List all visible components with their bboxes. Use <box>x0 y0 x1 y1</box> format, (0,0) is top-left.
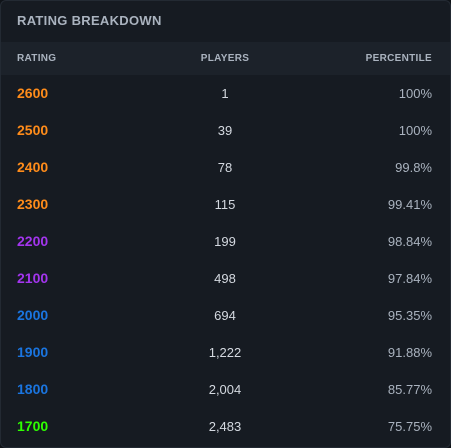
players-cell: 1 <box>221 86 229 101</box>
panel-title: RATING BREAKDOWN <box>17 13 162 28</box>
rating-cell: 1800 <box>17 381 49 397</box>
rating-cell: 2600 <box>17 85 49 101</box>
percentile-cell: 100% <box>398 123 432 138</box>
rating-cell: 1900 <box>17 344 49 360</box>
rating-cell: 2000 <box>17 307 49 323</box>
rating-cell: 2400 <box>17 159 49 175</box>
percentile-cell: 95.35% <box>387 308 432 323</box>
players-cell: 1,222 <box>208 345 242 360</box>
players-cell: 199 <box>214 234 236 249</box>
players-cell: 39 <box>217 123 233 138</box>
players-cell: 2,483 <box>208 419 242 434</box>
column-header: PLAYERS <box>200 53 250 64</box>
rating-cell: 1700 <box>17 418 49 434</box>
players-cell: 78 <box>217 160 233 175</box>
table-row: 2200 199 98.84% <box>1 223 450 260</box>
percentile-cell: 97.84% <box>387 271 432 286</box>
players-cell: 115 <box>214 197 236 212</box>
table-row: 2400 78 99.8% <box>1 149 450 186</box>
percentile-cell: 75.75% <box>387 419 432 434</box>
table-row: 2100 498 97.84% <box>1 260 450 297</box>
percentile-cell: 98.84% <box>387 234 432 249</box>
table-row: 2300 115 99.41% <box>1 186 450 223</box>
table-row: 1700 2,483 75.75% <box>1 408 450 445</box>
table-row: 1900 1,222 91.88% <box>1 334 450 371</box>
percentile-cell: 100% <box>398 86 432 101</box>
table-row: 2600 1 100% <box>1 75 450 112</box>
column-header: PERCENTILE <box>365 53 432 64</box>
percentile-cell: 91.88% <box>387 345 432 360</box>
table-row: 2000 694 95.35% <box>1 297 450 334</box>
players-cell: 498 <box>214 271 236 286</box>
table-row: 1800 2,004 85.77% <box>1 371 450 408</box>
players-cell: 694 <box>214 308 236 323</box>
rating-cell: 2500 <box>17 122 49 138</box>
rating-cell: 2200 <box>17 233 49 249</box>
percentile-cell: 85.77% <box>387 382 432 397</box>
column-header: RATING <box>17 53 57 64</box>
rating-cell: 2300 <box>17 196 49 212</box>
rating-cell: 2100 <box>17 270 49 286</box>
percentile-cell: 99.8% <box>395 160 432 175</box>
table-row: 2500 39 100% <box>1 112 450 149</box>
table-header: RATING PLAYERS PERCENTILE <box>1 42 450 75</box>
players-cell: 2,004 <box>208 382 242 397</box>
percentile-cell: 99.41% <box>387 197 432 212</box>
